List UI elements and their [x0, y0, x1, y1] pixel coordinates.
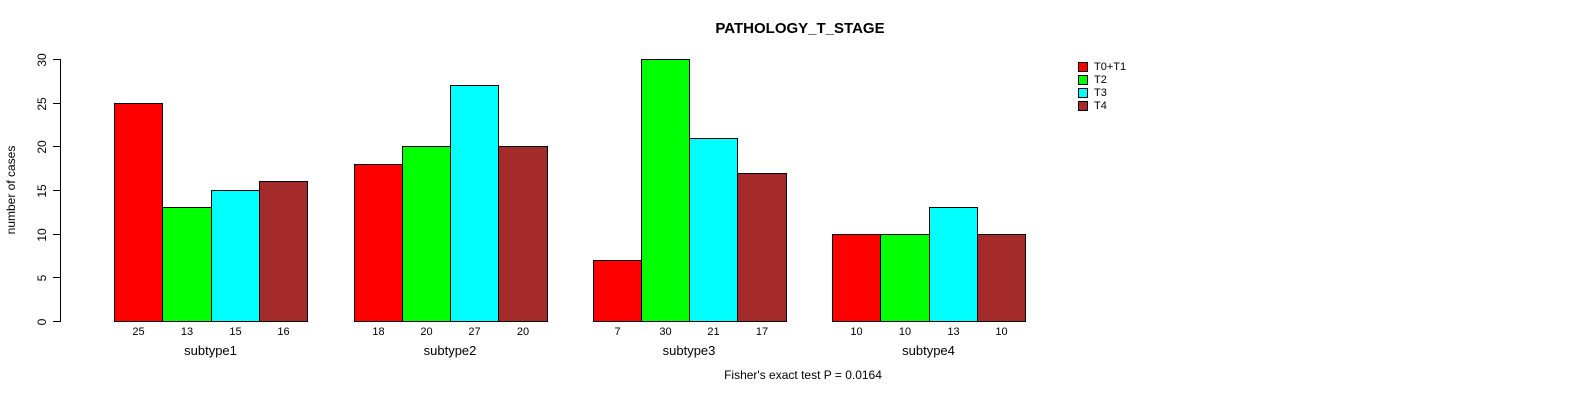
y-axis-tick-label: 25 — [35, 96, 49, 111]
bar-value-label: 15 — [229, 326, 242, 338]
y-axis-line — [60, 59, 61, 322]
legend-item-T2: T2 — [1078, 73, 1126, 86]
bar-subtype1-T0+T1 — [114, 103, 163, 322]
bar-subtype1-T4 — [259, 181, 308, 322]
chart-title: PATHOLOGY_T_STAGE — [715, 20, 885, 37]
category-label-subtype4: subtype4 — [902, 343, 955, 358]
bar-subtype3-T2 — [641, 59, 690, 322]
legend-swatch-icon — [1078, 87, 1088, 98]
bar-value-label: 20 — [420, 326, 433, 338]
bar-subtype4-T2 — [880, 234, 930, 322]
legend-item-T4: T4 — [1078, 99, 1126, 112]
bar-value-label: 18 — [372, 326, 385, 338]
bar-subtype1-T3 — [211, 190, 260, 322]
bar-subtype2-T0+T1 — [354, 164, 403, 322]
fisher-test-annotation: Fisher's exact test P = 0.0164 — [724, 368, 882, 382]
bar-value-label: 25 — [132, 326, 145, 338]
bar-value-label: 16 — [277, 326, 290, 338]
y-axis-tick — [53, 59, 60, 60]
legend-label: T3 — [1094, 86, 1107, 99]
bar-value-label: 10 — [898, 326, 912, 338]
legend-label: T4 — [1094, 99, 1107, 112]
category-label-subtype1: subtype1 — [184, 343, 237, 358]
bar-subtype1-T2 — [162, 207, 212, 322]
y-axis-tick-label: 5 — [35, 274, 49, 281]
y-axis-label: number of cases — [4, 145, 18, 235]
category-label-subtype2: subtype2 — [423, 343, 477, 358]
y-axis-tick — [53, 190, 60, 191]
bar-value-label: 27 — [468, 326, 481, 338]
bar-subtype2-T3 — [450, 85, 499, 322]
bar-subtype3-T0+T1 — [593, 260, 642, 322]
legend-label: T0+T1 — [1094, 60, 1127, 73]
bar-subtype3-T4 — [737, 173, 787, 322]
legend-swatch-icon — [1078, 74, 1088, 85]
bar-subtype4-T4 — [977, 234, 1026, 322]
legend-label: T2 — [1094, 73, 1107, 86]
bar-subtype4-T0+T1 — [832, 234, 881, 322]
bar-value-label: 13 — [180, 326, 194, 338]
bar-value-label: 7 — [614, 326, 621, 338]
bar-value-label: 30 — [659, 326, 672, 338]
legend-swatch-icon — [1078, 100, 1088, 111]
category-label-subtype3: subtype3 — [662, 343, 716, 358]
bar-subtype2-T4 — [498, 146, 548, 322]
y-axis-tick — [53, 103, 60, 104]
bar-subtype2-T2 — [402, 146, 451, 322]
legend-item-T3: T3 — [1078, 86, 1126, 99]
bar-value-label: 17 — [755, 326, 769, 338]
y-axis-tick — [53, 146, 60, 147]
bar-value-label: 21 — [707, 326, 720, 338]
y-axis-tick — [53, 277, 60, 278]
y-axis-tick — [53, 234, 60, 235]
bar-value-label: 13 — [947, 326, 960, 338]
y-axis-tick-label: 15 — [35, 183, 49, 198]
y-axis-tick-label: 10 — [35, 227, 49, 242]
bar-value-label: 10 — [995, 326, 1008, 338]
y-axis-tick-label: 20 — [35, 139, 49, 154]
bar-subtype3-T3 — [689, 138, 738, 322]
legend: T0+T1 T2 T3 T4 — [1078, 60, 1126, 112]
legend-swatch-icon — [1078, 61, 1088, 72]
y-axis-tick-label: 30 — [35, 52, 49, 67]
y-axis-tick — [53, 321, 60, 322]
bar-subtype4-T3 — [929, 207, 978, 322]
legend-item-T0+T1: T0+T1 — [1078, 60, 1126, 73]
bar-value-label: 10 — [850, 326, 863, 338]
y-axis-tick-label: 0 — [35, 318, 49, 325]
bar-value-label: 20 — [516, 326, 530, 338]
